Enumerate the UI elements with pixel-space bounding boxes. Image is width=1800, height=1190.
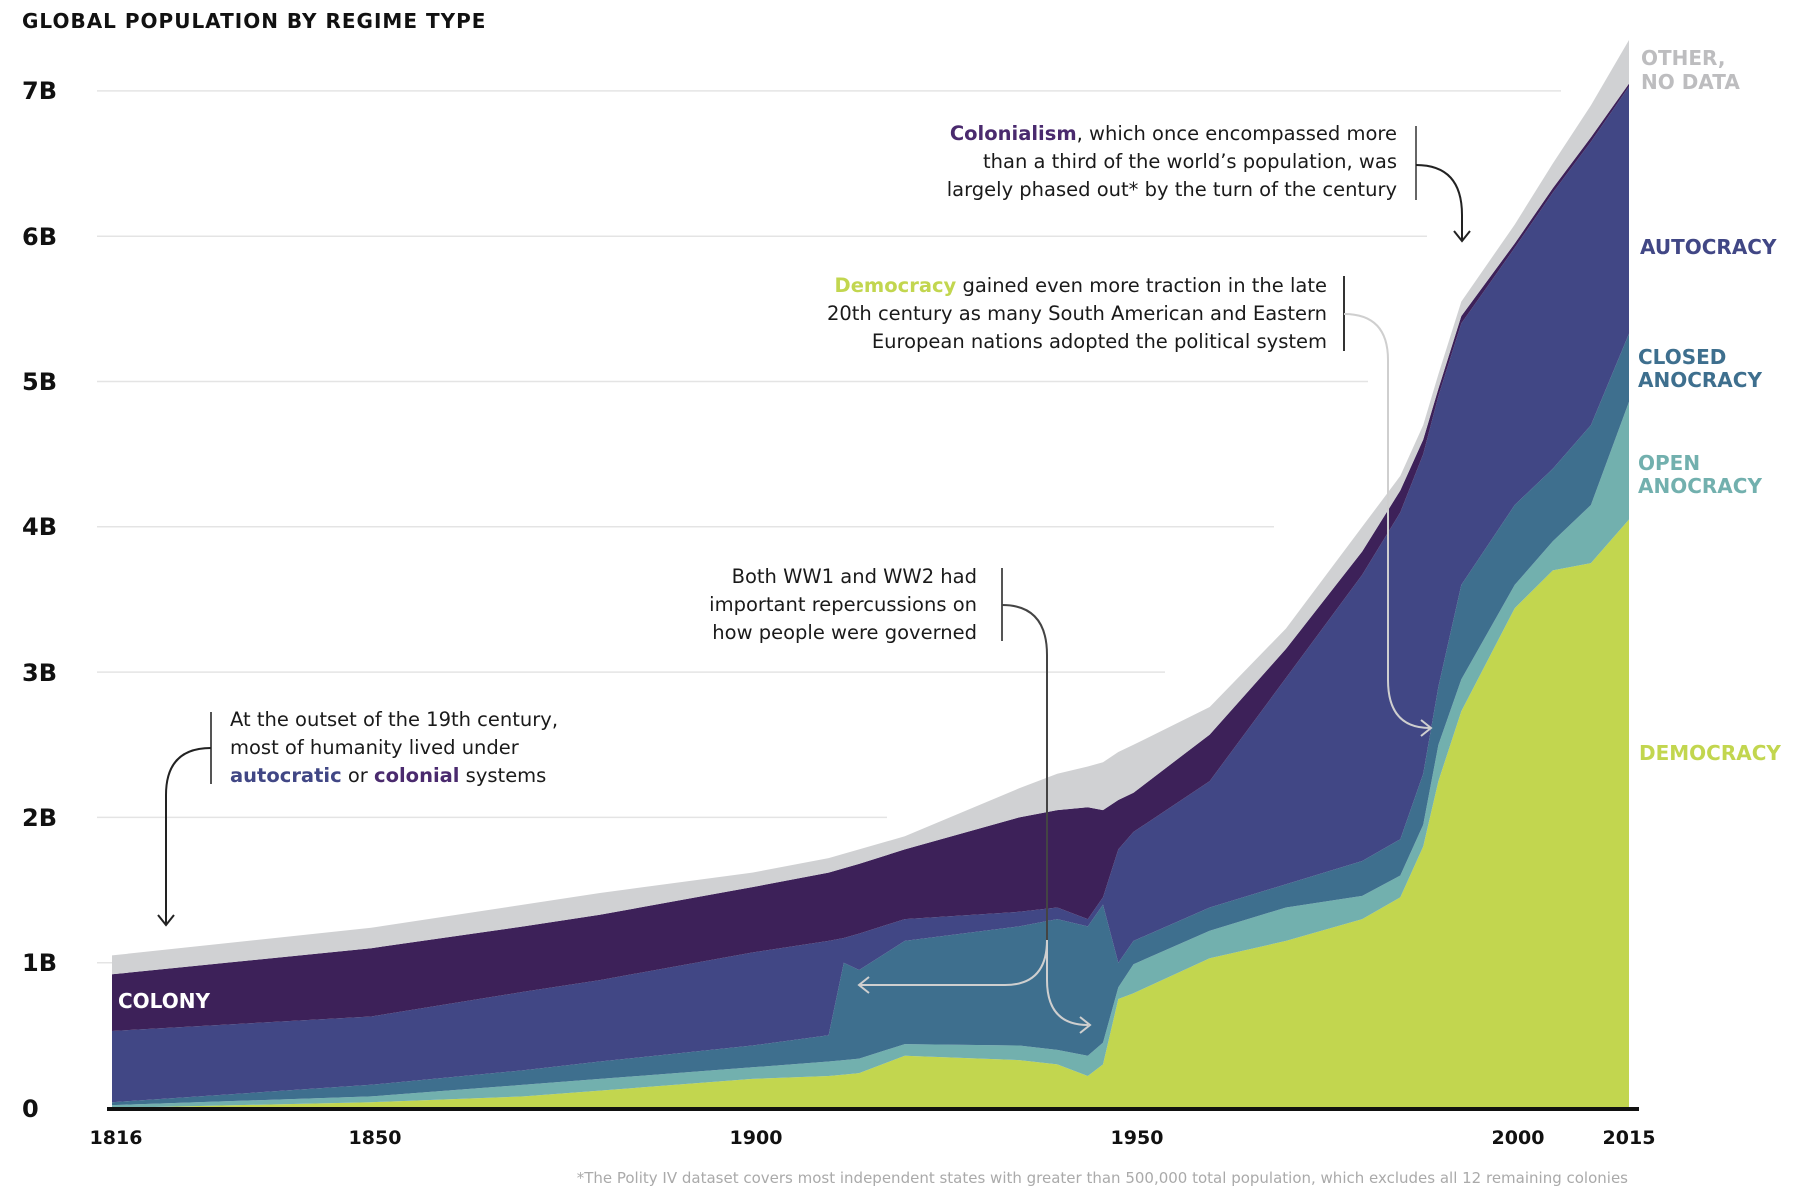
x-axis-ticks: 1816 1850 1900 1950 2000 2015 <box>90 1127 1656 1149</box>
y-tick-2b: 2B <box>22 804 57 832</box>
svg-text:Colonialism, which once encomp: Colonialism, which once encompassed more <box>950 122 1397 145</box>
label-autocracy: AUTOCRACY <box>1640 235 1777 259</box>
series-labels: OTHER, NO DATA AUTOCRACY CLOSED ANOCRACY… <box>118 46 1781 1013</box>
annotation-text: Both WW1 and WW2 had <box>732 565 977 588</box>
svg-text:autocratic or colonial systems: autocratic or colonial systems <box>230 764 546 787</box>
y-axis-ticks: 0 1B 2B 3B 4B 5B 6B 7B <box>22 77 57 1123</box>
arrow-democracy <box>1343 313 1431 729</box>
label-no-data: NO DATA <box>1641 70 1740 94</box>
y-tick-6b: 6B <box>22 223 57 251</box>
highlight-democracy: Democracy <box>835 274 957 297</box>
annotation-outset: At the outset of the 19th century, most … <box>157 708 558 927</box>
annotation-text: than a third of the world’s population, … <box>983 150 1397 173</box>
annotation-democracy: Democracy gained even more traction in t… <box>827 274 1433 737</box>
chart-title: GLOBAL POPULATION BY REGIME TYPE <box>22 9 486 33</box>
highlight-colonial: colonial <box>374 764 459 787</box>
label-democracy: DEMOCRACY <box>1639 741 1781 765</box>
footnote: *The Polity IV dataset covers most indep… <box>577 1169 1628 1187</box>
arrow-outset <box>165 747 212 924</box>
annotation-text: At the outset of the 19th century, <box>230 708 558 731</box>
area-autocracy <box>112 86 1629 1103</box>
label-closed-anocracy: ANOCRACY <box>1638 368 1762 392</box>
area-open-anocracy <box>112 401 1629 1108</box>
stacked-areas <box>112 40 1629 1108</box>
y-tick-1b: 1B <box>22 949 57 977</box>
area-democracy <box>112 519 1629 1108</box>
label-open-anocracy: ANOCRACY <box>1638 474 1762 498</box>
y-tick-3b: 3B <box>22 659 57 687</box>
annotation-colonialism: Colonialism, which once encompassed more… <box>947 122 1471 243</box>
label-other: OTHER, <box>1641 46 1725 70</box>
x-tick-1950: 1950 <box>1111 1127 1164 1149</box>
annotation-text: most of humanity lived under <box>230 736 520 759</box>
y-tick-4b: 4B <box>22 513 57 541</box>
x-tick-1850: 1850 <box>349 1127 402 1149</box>
annotation-wars: Both WW1 and WW2 had important repercuss… <box>709 565 1092 1034</box>
annotation-text: important repercussions on <box>709 593 977 616</box>
label-colony: COLONY <box>118 989 210 1013</box>
annotation-text: European nations adopted the political s… <box>872 330 1327 353</box>
label-closed: CLOSED <box>1638 345 1726 369</box>
arrow-colonialism <box>1415 164 1463 240</box>
area-closed-anocracy <box>112 333 1629 1106</box>
x-tick-1900: 1900 <box>730 1127 783 1149</box>
x-tick-1816: 1816 <box>90 1127 143 1149</box>
label-open: OPEN <box>1638 451 1700 475</box>
x-tick-2015: 2015 <box>1603 1127 1656 1149</box>
highlight-colonialism: Colonialism <box>950 122 1077 145</box>
annotation-text: 20th century as many South American and … <box>827 302 1327 325</box>
y-tick-5b: 5B <box>22 368 57 396</box>
gridlines <box>97 90 1561 964</box>
arrowhead-icon <box>157 914 175 927</box>
y-tick-0: 0 <box>22 1095 39 1123</box>
y-tick-7b: 7B <box>22 77 57 105</box>
svg-text:Democracy gained even more tra: Democracy gained even more traction in t… <box>835 274 1327 297</box>
arrowhead-icon <box>1453 230 1471 243</box>
highlight-autocratic: autocratic <box>230 764 342 787</box>
arrow-wars-ww2 <box>1046 940 1089 1026</box>
annotation-text: largely phased out* by the turn of the c… <box>947 178 1397 201</box>
x-tick-2000: 2000 <box>1492 1127 1545 1149</box>
annotation-text: how people were governed <box>712 621 977 644</box>
arrowhead-icon <box>1079 1016 1092 1034</box>
arrowhead-icon <box>1420 719 1433 737</box>
arrowhead-icon <box>857 976 870 994</box>
